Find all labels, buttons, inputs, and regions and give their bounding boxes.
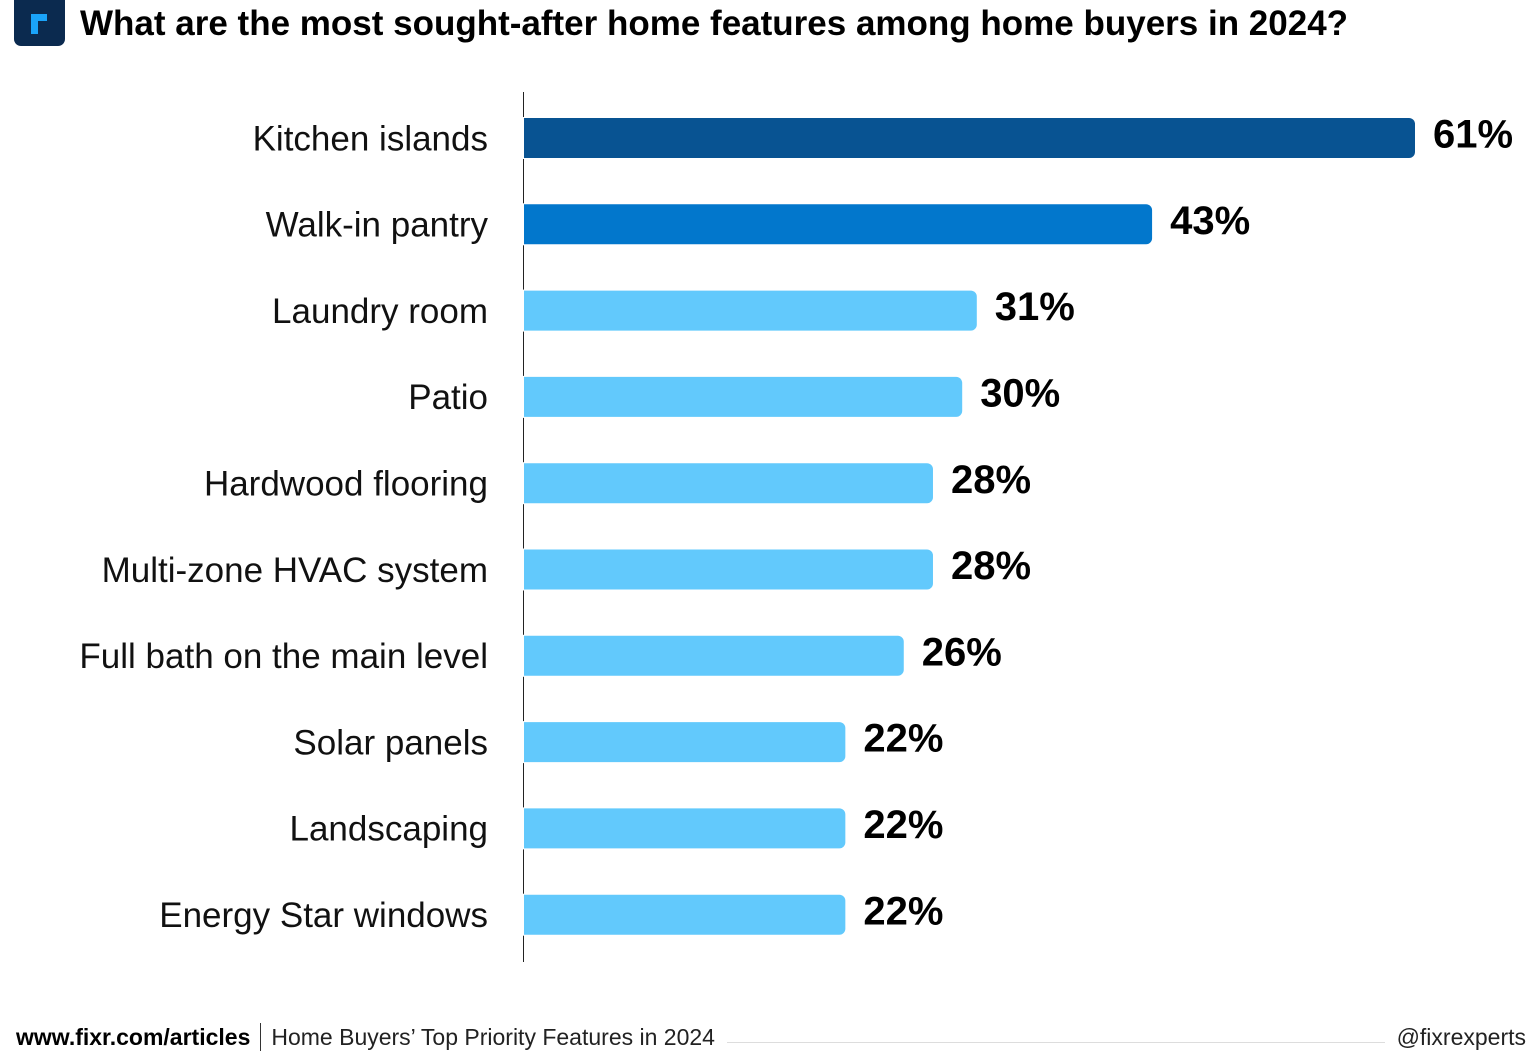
chart-title: What are the most sought-after home feat…	[80, 4, 1349, 43]
value-label: 61%	[1433, 113, 1513, 157]
bar-mask	[515, 807, 524, 850]
bar-0	[516, 118, 1415, 158]
logo-r-icon	[31, 14, 47, 34]
value-label: 28%	[951, 544, 1031, 588]
bar-mask	[515, 375, 524, 418]
bar-mask	[515, 634, 524, 677]
value-label: 30%	[980, 371, 1060, 415]
bar-4	[516, 463, 933, 504]
value-label: 31%	[995, 285, 1075, 329]
bar-2	[516, 290, 977, 331]
bar-mask	[515, 117, 524, 159]
category-label: Hardwood flooring	[204, 464, 488, 503]
bar-8	[516, 808, 846, 849]
category-label: Full bath on the main level	[79, 637, 488, 676]
value-label: 22%	[863, 803, 943, 847]
bar-mask	[515, 203, 524, 246]
category-label: Kitchen islands	[253, 119, 488, 158]
value-label: 43%	[1170, 199, 1250, 243]
bar-mask	[515, 721, 524, 764]
bar-mask	[515, 289, 524, 332]
category-label: Landscaping	[290, 810, 489, 849]
bar-3	[516, 376, 963, 417]
bar-mask	[515, 893, 524, 936]
bar-9	[516, 894, 846, 935]
value-label: 22%	[863, 717, 943, 761]
footer: www.fixr.com/articles Home Buyers’ Top P…	[16, 1022, 1526, 1052]
value-label: 26%	[922, 630, 1002, 674]
site-link[interactable]: www.fixr.com/articles	[16, 1023, 251, 1050]
footer-separator	[260, 1023, 262, 1051]
bar-6	[516, 635, 904, 676]
category-label: Laundry room	[272, 292, 488, 331]
value-label: 28%	[951, 458, 1031, 502]
value-label: 22%	[863, 889, 943, 933]
bar-mask	[515, 462, 524, 505]
bar-mask	[515, 548, 524, 591]
fixr-logo	[14, 0, 65, 46]
bar-7	[516, 722, 846, 763]
category-label: Energy Star windows	[159, 896, 488, 935]
footer-rule	[726, 1041, 1385, 1043]
social-handle: @fixrexperts	[1396, 1023, 1526, 1050]
bar-chart: Kitchen islands 61% Walk-in pantry 43% Laund…	[79, 92, 1513, 962]
category-label: Multi-zone HVAC system	[102, 551, 488, 590]
category-label: Solar panels	[293, 723, 488, 762]
bar-5	[516, 549, 933, 590]
category-label: Walk-in pantry	[266, 206, 489, 245]
bar-1	[516, 204, 1153, 245]
category-label: Patio	[408, 378, 488, 417]
source-text: Home Buyers’ Top Priority Features in 20…	[271, 1023, 715, 1050]
